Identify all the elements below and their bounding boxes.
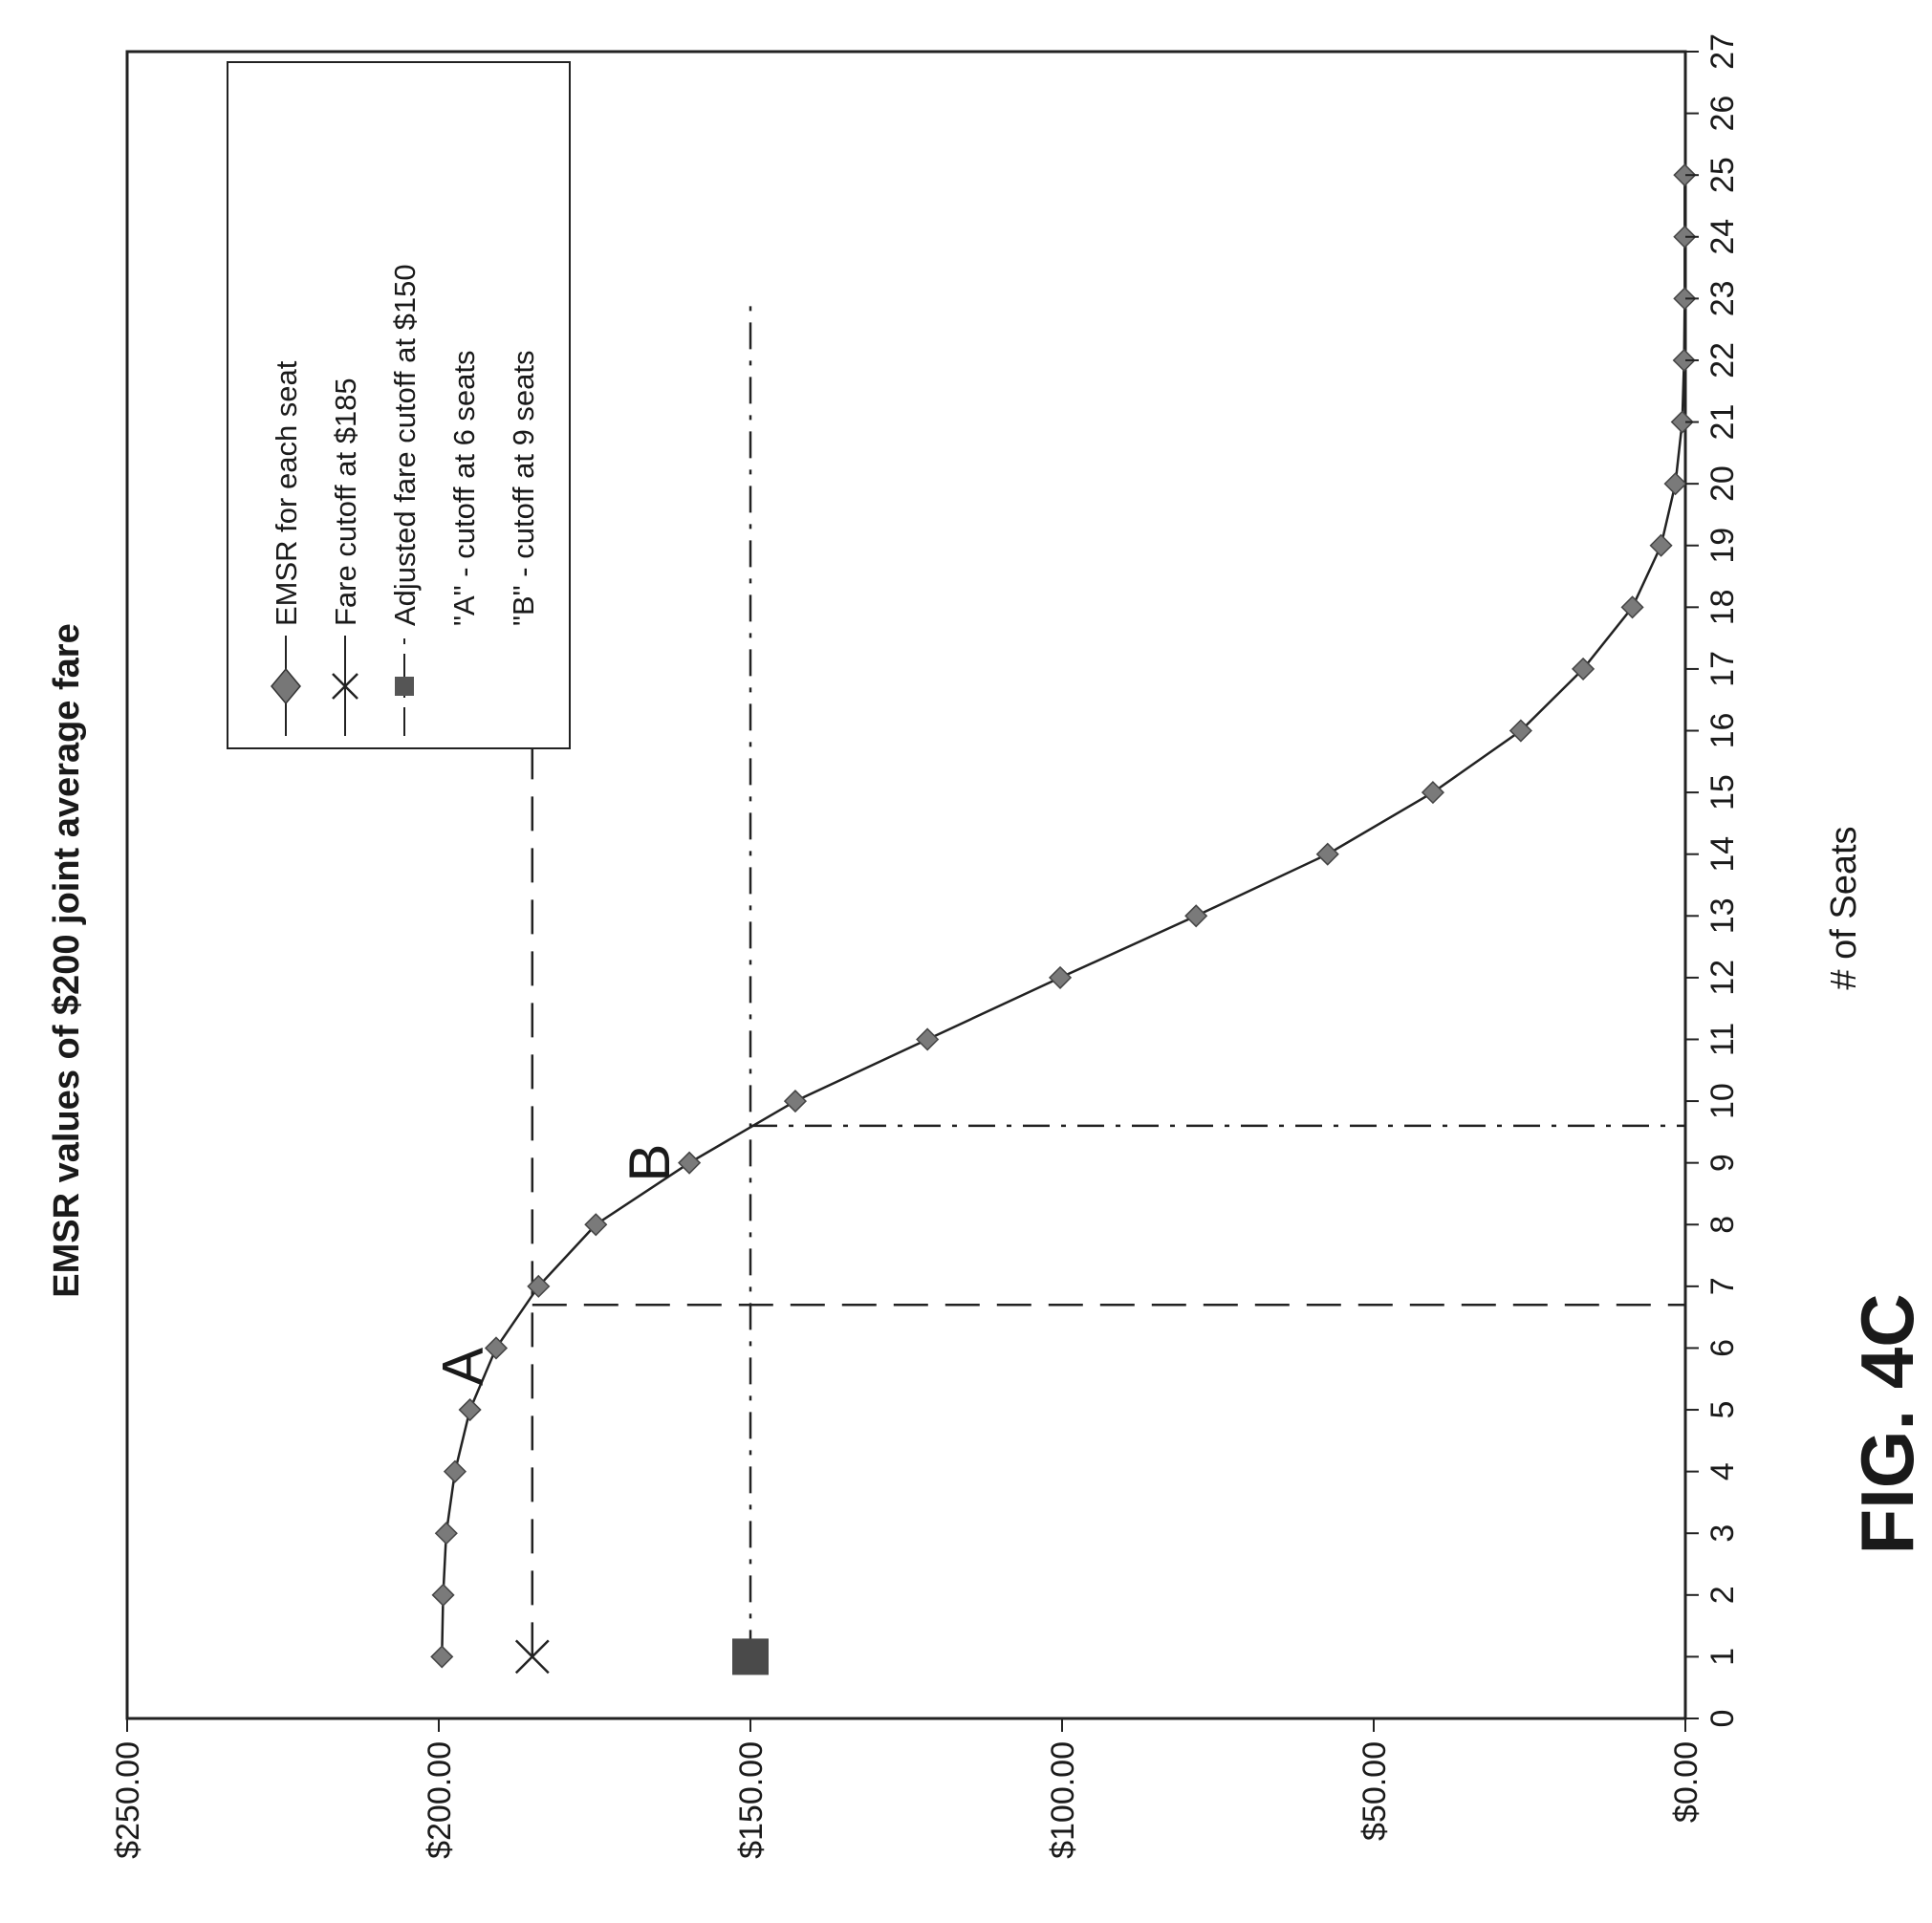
x-tick-label: 23 [1704,280,1741,316]
emsr-point [443,1459,467,1483]
x-tick-label: 5 [1704,1401,1741,1419]
emsr-point [527,1274,551,1298]
legend-label-adjusted-cutoff: Adjusted fare cutoff at $150 [388,264,422,626]
emsr-point [678,1151,702,1175]
x-tick-label: 16 [1704,713,1741,749]
x-tick-label: 22 [1704,342,1741,378]
emsr-point [1672,348,1696,373]
emsr-point [1620,595,1644,619]
y-tick-label: $200.00 [422,1741,458,1859]
emsr-point [1673,287,1697,311]
x-tick-label: 11 [1704,1023,1741,1056]
emsr-point [458,1397,482,1422]
x-tick-label: 17 [1704,651,1741,687]
x-tick-label: 12 [1704,960,1741,996]
x-tick-label: 3 [1704,1524,1741,1543]
y-tick-label: $0.00 [1668,1741,1704,1823]
legend-box [227,61,571,749]
emsr-point [1421,781,1445,805]
legend-label-emsr: EMSR for each seat [270,360,303,626]
x-tick-label: 10 [1704,1083,1741,1119]
x-tick-label: 21 [1704,404,1741,441]
emsr-point [916,1027,940,1051]
annotation-a: A [431,1348,495,1386]
diamond-marker-icon [271,667,301,705]
legend: EMSR for each seat Fare cutoff at $185 A… [227,61,571,749]
y-tick-label: $250.00 [110,1741,146,1859]
x-tick-label: 14 [1704,836,1741,873]
x-tick-label: 24 [1704,219,1741,255]
figure-label: FIG. 4C [1845,1293,1929,1554]
annotation-b: B [618,1144,682,1182]
square-marker-icon [395,677,414,696]
x-tick-label: 1 [1704,1648,1741,1666]
fare-cutoff-marker [514,1639,550,1675]
x-tick-label: 18 [1704,589,1741,625]
emsr-point [1673,225,1697,248]
emsr-point [1315,842,1339,866]
emsr-point [431,1583,455,1607]
x-tick-label: 8 [1704,1216,1741,1234]
legend-label-fare-cutoff: Fare cutoff at $185 [329,378,362,626]
x-tick-label: 6 [1704,1339,1741,1357]
x-tick-label: 27 [1704,33,1741,70]
x-tick-label: 9 [1704,1154,1741,1172]
x-tick-label: 25 [1704,157,1741,193]
emsr-point [434,1522,458,1545]
emsr-point [1649,533,1673,557]
x-tick-label: 0 [1704,1710,1741,1728]
x-tick-label: 7 [1704,1277,1741,1295]
y-tick-label: $100.00 [1045,1741,1081,1859]
plot-frame [125,50,1687,1720]
emsr-series-line [441,175,1686,1657]
x-tick-label: 4 [1704,1462,1741,1480]
emsr-point [1670,410,1694,434]
legend-label-a-cutoff: "A" - cutoff at 6 seats [447,350,481,626]
y-tick-label: $150.00 [733,1741,770,1859]
emsr-point [1572,657,1596,681]
x-tick-label: 26 [1704,96,1741,132]
legend-entry-adjusted-cutoff: Adjusted fare cutoff at $150 [388,264,422,736]
emsr-point [1184,904,1208,928]
emsr-point [430,1645,454,1669]
emsr-point [1509,719,1532,743]
emsr-point [1673,163,1697,187]
adjusted-cutoff-marker [732,1638,769,1675]
chart-title: EMSR values of $200 joint average fare [47,623,87,1297]
y-tick-label: $50.00 [1357,1741,1393,1841]
x-tick-label: 2 [1704,1586,1741,1604]
x-tick-label: 20 [1704,465,1741,502]
x-axis-label: # of Seats [1824,826,1864,989]
emsr-point [783,1090,808,1113]
x-tick-label: 19 [1704,528,1741,564]
legend-entry-emsr: EMSR for each seat [270,360,303,736]
x-tick-label: 13 [1704,897,1741,934]
legend-label-b-cutoff: "B" - cutoff at 9 seats [507,350,540,626]
emsr-point [1663,472,1687,496]
emsr-point [484,1336,509,1360]
x-marker-icon [332,673,358,700]
legend-entry-fare-cutoff: Fare cutoff at $185 [329,378,362,736]
emsr-point [584,1213,608,1237]
x-tick-label: 15 [1704,774,1741,810]
emsr-point [1048,965,1073,989]
